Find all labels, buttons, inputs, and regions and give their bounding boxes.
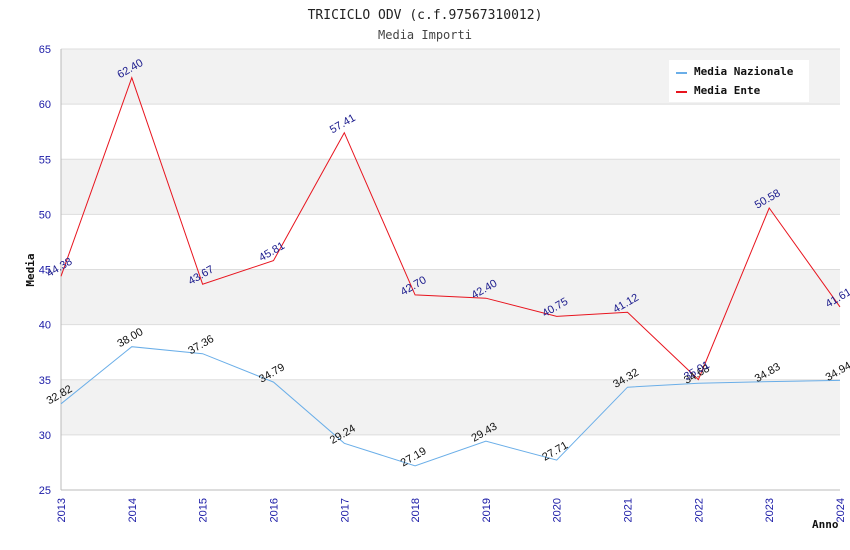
y-tick-labels: 25 30 35 40 45 50 55 60 65 [39,44,51,497]
x-tick-label: 2021 [623,498,635,522]
y-axis-label: Media [24,253,37,286]
x-tick-label: 2014 [127,498,139,522]
y-tick-label: 40 [39,320,51,332]
plot-band [61,104,840,160]
plot-band [61,434,840,490]
plot-band [61,324,840,380]
legend-box [669,60,809,102]
series-line-media-nazionale [60,346,841,467]
y-tick-label: 25 [39,485,51,497]
plot-band [61,159,840,215]
plot-band [61,379,840,435]
x-tick-label: 2013 [56,498,68,522]
y-tick-label: 30 [39,430,51,442]
legend-label-media-nazionale: Media Nazionale [694,65,794,78]
x-tick-label: 2019 [481,498,493,522]
x-tick-labels: 2013 2014 2015 2016 2017 2018 2019 2020 2021 2022… [56,498,847,522]
plot-band [61,214,840,270]
x-tick-label: 2015 [198,498,210,522]
y-tick-label: 65 [39,44,51,56]
x-tick-label: 2023 [764,498,776,522]
plot-band [61,269,840,325]
y-tick-label: 55 [39,154,51,166]
x-tick-label: 2017 [339,498,351,522]
x-tick-label: 2022 [693,498,705,522]
chart-title: TRICICLO ODV (c.f.97567310012) [308,8,543,23]
legend-label-media-ente: Media Ente [694,84,761,97]
y-tick-label: 60 [39,99,51,111]
chart-subtitle: Media Importi [378,28,472,42]
legend: Media Nazionale Media Ente [669,60,809,102]
x-tick-label: 2018 [410,498,422,522]
series-lines [60,76,841,467]
series-line-media-ente [60,76,841,381]
x-tick-label: 2024 [835,498,847,522]
x-tick-label: 2020 [552,498,564,522]
y-tick-label: 50 [39,209,51,221]
y-tick-label: 45 [39,265,51,277]
y-tick-label: 35 [39,375,51,387]
x-tick-label: 2016 [268,498,280,522]
x-axis-label: Anno [812,518,839,531]
plot-background [61,49,840,490]
